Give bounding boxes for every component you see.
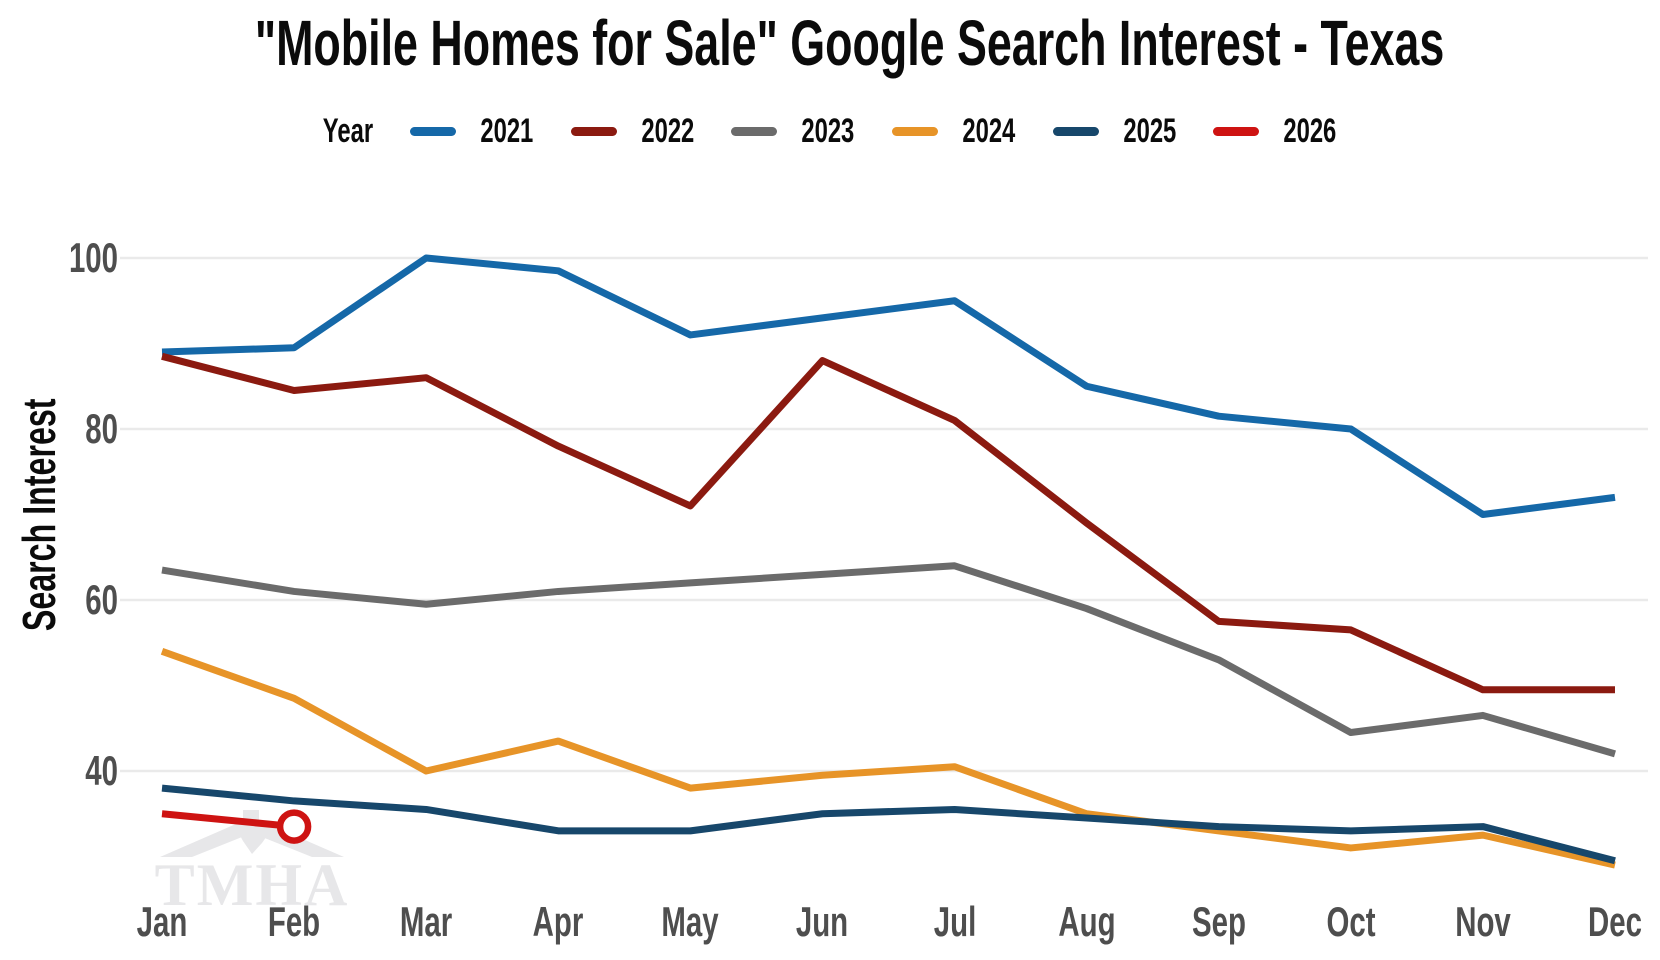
title-row: "Mobile Homes for Sale" Google Search In… [0, 6, 1660, 80]
y-tick-80: 80 [85, 405, 118, 452]
legend-label-2023: 2023 [801, 112, 855, 150]
y-tick-40: 40 [85, 747, 118, 794]
legend-item-2025: 2025 [1052, 112, 1188, 151]
x-tick-aug: Aug [1058, 898, 1116, 945]
legend: Year 2021 2022 2023 2024 2025 2026 [0, 112, 1660, 151]
legend-label-2026: 2026 [1283, 112, 1337, 150]
x-tick-apr: Apr [532, 898, 584, 945]
legend-title: Year [322, 112, 374, 150]
chart-title: "Mobile Homes for Sale" Google Search In… [254, 7, 1445, 79]
legend-swatch-2023 [731, 127, 778, 136]
legend-swatch-2024 [891, 127, 938, 136]
gridlines [120, 256, 1648, 773]
legend-swatch-2021 [410, 127, 456, 136]
x-tick-sep: Sep [1191, 898, 1246, 945]
x-tick-dec: Dec [1588, 898, 1642, 945]
x-tick-may: May [661, 898, 719, 945]
x-tick-jul: Jul [933, 898, 976, 945]
legend-item-2023: 2023 [731, 112, 866, 151]
x-tick-feb: Feb [267, 898, 321, 945]
legend-item-2026: 2026 [1213, 112, 1348, 151]
x-tick-mar: Mar [400, 898, 453, 945]
legend-label-2021: 2021 [480, 112, 534, 150]
x-tick-jan: Jan [136, 898, 188, 945]
legend-swatch-2026 [1213, 127, 1260, 136]
legend-item-2021: 2021 [410, 112, 545, 151]
x-tick-oct: Oct [1326, 898, 1376, 945]
series-lines [160, 254, 1616, 869]
legend-label-2022: 2022 [640, 112, 694, 150]
watermark-texas-icon [237, 810, 270, 854]
watermark-roof-icon [160, 817, 344, 857]
legend-item-2022: 2022 [570, 112, 706, 151]
legend-label-2025: 2025 [1122, 112, 1176, 150]
x-tick-nov: Nov [1455, 898, 1511, 945]
legend-swatch-2025 [1052, 127, 1099, 136]
y-tick-60: 60 [85, 576, 118, 623]
legend-swatch-2022 [570, 127, 617, 136]
x-tick-jun: Jun [796, 898, 849, 945]
y-tick-100: 100 [68, 234, 118, 281]
legend-label-2024: 2024 [962, 112, 1016, 150]
legend-item-2024: 2024 [891, 112, 1027, 151]
